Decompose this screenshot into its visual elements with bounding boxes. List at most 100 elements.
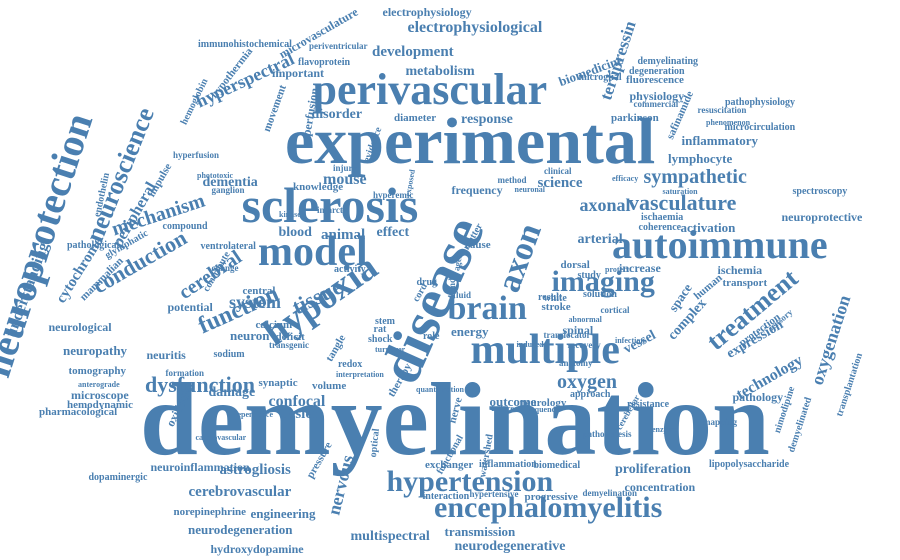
cloud-word: hydroxydopamine: [210, 542, 304, 556]
cloud-word: system: [229, 292, 281, 312]
cloud-word: protect: [605, 265, 630, 274]
cloud-word: compound: [162, 221, 208, 232]
cloud-word: norepinephrine: [173, 505, 247, 518]
cloud-word: cortical: [600, 304, 630, 315]
cloud-word: phototoxic: [197, 171, 233, 180]
cloud-word: potential: [167, 300, 213, 314]
cloud-word: neurodegeneration: [188, 521, 293, 537]
cloud-word: demyelination: [582, 487, 638, 498]
cloud-word: pathology: [732, 390, 784, 404]
cloud-word: microscope: [71, 388, 129, 402]
cloud-word: efficacy: [612, 174, 639, 183]
cloud-word: change: [211, 262, 239, 273]
cloud-word: transgenic: [269, 339, 309, 350]
cloud-word: fluorescence: [626, 73, 684, 86]
cloud-word: oxygenation: [806, 292, 854, 388]
cloud-word: brain: [447, 290, 527, 327]
cloud-word: ischaemia: [641, 212, 684, 223]
cloud-word: drug: [416, 277, 438, 288]
cloud-word: perivascular: [312, 65, 548, 114]
cloud-word: cerebrovascular: [188, 483, 292, 500]
cloud-word: neuropathy: [63, 342, 128, 358]
cloud-word: axon: [490, 218, 549, 298]
cloud-word: autoimmune: [612, 222, 828, 267]
cloud-word: ganglion: [211, 184, 245, 195]
cloud-word: human: [691, 271, 725, 302]
cloud-word: demyelination: [140, 362, 770, 477]
cloud-word: astrogliosis: [219, 461, 291, 478]
cloud-word: saturation: [662, 187, 698, 196]
cloud-word: neuron: [230, 327, 270, 343]
cloud-word: sclerosis: [241, 177, 419, 233]
cloud-word: microcirculation: [724, 122, 796, 133]
cloud-word: result: [538, 292, 563, 303]
cloud-word: impulse: [145, 160, 174, 199]
cloud-word: multispectral: [350, 529, 430, 544]
cloud-word: vasculature: [628, 190, 737, 215]
cloud-word: mapping: [703, 416, 738, 427]
cloud-word: development: [372, 43, 454, 60]
cloud-word: neurology: [519, 396, 567, 409]
cloud-word: experimental: [285, 105, 656, 178]
cloud-word: approach: [570, 389, 611, 400]
cloud-word: activity: [334, 264, 366, 275]
cloud-word: recovery: [567, 339, 601, 350]
cloud-word: volume: [312, 379, 347, 392]
cloud-word: important: [272, 66, 324, 80]
cloud-word: formation: [165, 367, 205, 378]
cloud-word: science: [537, 174, 583, 191]
cloud-word: anterograde: [78, 380, 120, 389]
cloud-word: spectroscopy: [792, 186, 848, 197]
cloud-word: rat: [373, 324, 387, 335]
cloud-word: induced: [516, 340, 544, 349]
cloud-word: demyelinating: [637, 56, 699, 67]
cloud-word: disorder: [311, 107, 363, 122]
cloud-word: translocator: [543, 329, 591, 340]
cloud-word: frequency: [525, 405, 560, 414]
cloud-word: redox: [338, 359, 363, 370]
cloud-word: blood: [278, 225, 312, 240]
cloud-word: neuronal: [514, 185, 546, 194]
cloud-word: spinal: [562, 323, 594, 337]
cloud-word: stroke: [541, 300, 571, 313]
cloud-word: inflammation: [479, 459, 537, 470]
cloud-word: cause: [465, 238, 491, 251]
cloud-word: microvasculature: [275, 4, 360, 62]
cloud-word: fluid: [453, 289, 472, 300]
cloud-word: proliferation: [615, 462, 691, 477]
cloud-word: calcium: [255, 318, 293, 331]
cloud-word: dysfunction: [145, 372, 256, 397]
cloud-word: pathophysiology: [725, 97, 796, 108]
cloud-word: oxygen: [557, 371, 617, 393]
cloud-word: energy: [451, 323, 489, 339]
cloud-word: physiology: [629, 89, 685, 103]
cloud-word: interaction: [422, 491, 470, 502]
cloud-word: study: [577, 270, 601, 281]
cloud-word: animal: [321, 226, 366, 243]
cloud-word: confocal: [268, 393, 326, 410]
cloud-word: neuroprotective: [781, 210, 863, 224]
cloud-word: dependence: [233, 410, 273, 419]
cloud-word: encephalomyelitis: [434, 491, 663, 524]
cloud-word: phenomenon: [706, 118, 751, 127]
cloud-word: neurodegenerative: [454, 539, 566, 554]
cloud-word: interpretation: [336, 370, 384, 379]
cloud-word: hypertensive: [469, 488, 519, 499]
cloud-word: metabolism: [405, 64, 475, 79]
cloud-word: enzyme: [652, 425, 678, 434]
cloud-word: diameter: [394, 111, 437, 124]
cloud-word: hyperfusion: [173, 149, 220, 160]
cloud-word: ischemia: [717, 263, 763, 277]
cloud-word: microglial: [578, 72, 622, 83]
cloud-word: response: [461, 112, 513, 127]
cloud-word: arterial: [577, 232, 623, 247]
cloud-word: dopaminergic: [88, 472, 148, 483]
cloud-word: pathological: [67, 240, 120, 251]
cloud-word: coherence: [638, 222, 682, 233]
cloud-word: concentration: [624, 480, 696, 494]
cloud-word: sodium: [213, 349, 245, 360]
cloud-word: stem: [375, 316, 395, 327]
cloud-word: transport: [722, 276, 768, 289]
cloud-word: hyperemic: [373, 189, 414, 200]
